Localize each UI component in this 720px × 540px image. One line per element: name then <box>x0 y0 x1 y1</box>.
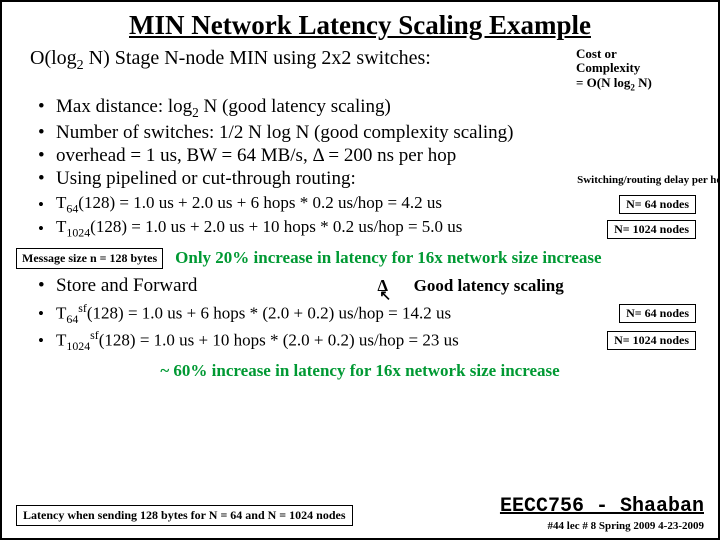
switching-delay-note: Switching/routing delay per hop <box>577 174 720 186</box>
bullet: • T1024(128) = 1.0 us + 2.0 us + 10 hops… <box>38 217 696 240</box>
bullet: • T64sf(128) = 1.0 us + 6 hops * (2.0 + … <box>38 301 696 327</box>
message-highlight-row: Message size n = 128 bytes Only 20% incr… <box>2 242 718 273</box>
slide: MIN Network Latency Scaling Example O(lo… <box>0 0 720 540</box>
bullet: •Number of switches: 1/2 N log N (good c… <box>38 122 696 144</box>
node-count-box: N= 64 nodes <box>619 195 696 214</box>
footer: Latency when sending 128 bytes for N = 6… <box>2 495 718 532</box>
footer-latency-note: Latency when sending 128 bytes for N = 6… <box>16 505 353 526</box>
cost-complexity-note: Cost or Complexity = O(N log2 N) <box>576 47 696 92</box>
course-code: EECC756 - Shaaban <box>500 495 704 518</box>
subtitle: O(log2 N) Stage N-node MIN using 2x2 swi… <box>30 47 576 92</box>
bullets-main: •Max distance: log2 N (good latency scal… <box>2 96 718 190</box>
bullet: • T1024sf(128) = 1.0 us + 10 hops * (2.0… <box>38 328 696 354</box>
good-scaling-note: Δ Good latency scaling <box>377 276 563 296</box>
node-count-box: N= 1024 nodes <box>607 331 696 350</box>
footer-course: EECC756 - Shaaban #44 lec # 8 Spring 200… <box>500 495 704 532</box>
message-size-box: Message size n = 128 bytes <box>16 248 163 269</box>
bullets-store-forward: • T64sf(128) = 1.0 us + 6 hops * (2.0 + … <box>2 299 718 354</box>
bullet: •Max distance: log2 N (good latency scal… <box>38 96 696 121</box>
slide-title: MIN Network Latency Scaling Example <box>2 10 718 41</box>
highlight-20pct: Only 20% increase in latency for 16x net… <box>175 248 601 268</box>
delta-icon: Δ <box>377 276 388 296</box>
store-forward-label: Store and Forward <box>56 275 197 297</box>
bullet: • T64(128) = 1.0 us + 2.0 us + 6 hops * … <box>38 193 696 216</box>
node-count-box: N= 64 nodes <box>619 304 696 323</box>
bullets-pipelined: • T64(128) = 1.0 us + 2.0 us + 6 hops * … <box>2 191 718 241</box>
course-meta: #44 lec # 8 Spring 2009 4-23-2009 <box>500 520 704 532</box>
bullet: •overhead = 1 us, BW = 64 MB/s, Δ = 200 … <box>38 145 696 167</box>
highlight-60pct: ~ 60% increase in latency for 16x networ… <box>2 355 718 385</box>
subtitle-row: O(log2 N) Stage N-node MIN using 2x2 swi… <box>2 47 718 92</box>
node-count-box: N= 1024 nodes <box>607 220 696 239</box>
store-forward-row: • Store and Forward Δ Good latency scali… <box>2 273 718 299</box>
